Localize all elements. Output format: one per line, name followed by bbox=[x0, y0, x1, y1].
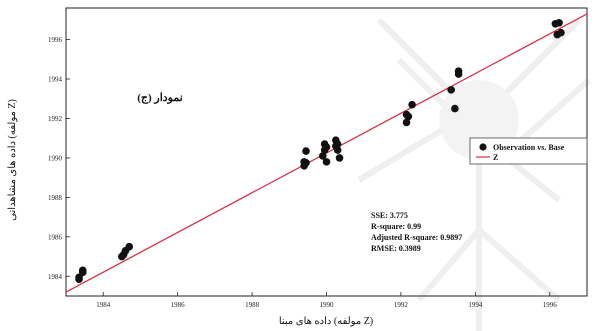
observation-point bbox=[557, 28, 565, 37]
x-tick-label: 1984 bbox=[96, 301, 111, 309]
panel-label: نمودار (ج) bbox=[137, 92, 183, 104]
x-axis-title: داده های مبنا (مولفه Z) bbox=[279, 316, 373, 327]
observation-point bbox=[78, 266, 87, 275]
observation-point bbox=[302, 159, 310, 167]
x-tick-label: 1990 bbox=[320, 301, 335, 309]
legend-box bbox=[469, 137, 588, 165]
observation-point bbox=[447, 86, 455, 94]
legend-label-z: Z bbox=[493, 153, 498, 162]
observation-point bbox=[404, 112, 413, 121]
y-tick-label: 1990 bbox=[48, 154, 63, 162]
stat-sse: SSE: 3.775 bbox=[371, 211, 408, 220]
y-axis-title: داده های مشاهداتی (مولفه Z) bbox=[7, 99, 18, 221]
observation-point bbox=[125, 242, 134, 251]
observation-point bbox=[555, 18, 563, 27]
observation-point bbox=[408, 100, 416, 109]
y-tick-label: 1992 bbox=[48, 115, 63, 123]
observation-point bbox=[333, 140, 342, 148]
x-tick-label: 1988 bbox=[245, 301, 260, 309]
fit-statistics: SSE: 3.775 R-square: 0.99 Adjusted R-squ… bbox=[371, 211, 462, 253]
x-tick-label: 1992 bbox=[394, 301, 409, 309]
legend: Observation vs. Base Z bbox=[469, 137, 588, 165]
observation-point bbox=[335, 154, 344, 162]
x-tick-label: 1986 bbox=[171, 301, 186, 309]
y-tick-label: 1988 bbox=[48, 194, 63, 202]
stat-adjusted-r-square: Adjusted R-square: 0.9897 bbox=[371, 233, 462, 242]
observation-point bbox=[333, 146, 342, 154]
legend-label-observation: Observation vs. Base bbox=[493, 143, 565, 152]
y-tick-label: 1994 bbox=[48, 76, 63, 84]
observation-point bbox=[322, 143, 331, 151]
stat-rmse: RMSE: 0.3989 bbox=[371, 244, 421, 253]
observation-point bbox=[318, 152, 327, 160]
observation-point bbox=[322, 158, 331, 166]
x-tick-label: 1994 bbox=[468, 301, 483, 309]
stat-r-square: R-square: 0.99 bbox=[371, 222, 421, 231]
observation-point bbox=[302, 147, 310, 155]
observation-point bbox=[402, 118, 411, 127]
observation-point bbox=[454, 67, 463, 75]
points-layer bbox=[75, 18, 565, 284]
observation-point bbox=[451, 104, 459, 113]
x-axis-ticks: 1984 1986 1988 1990 1992 1994 1996 bbox=[96, 292, 557, 309]
legend-marker-observation bbox=[479, 143, 487, 151]
y-tick-label: 1996 bbox=[48, 36, 63, 44]
y-axis-ticks: 1984 1986 1988 1990 1992 1994 1996 bbox=[48, 36, 70, 281]
x-tick-label: 1996 bbox=[543, 301, 558, 309]
y-tick-label: 1984 bbox=[48, 273, 63, 281]
y-tick-label: 1986 bbox=[48, 233, 63, 241]
